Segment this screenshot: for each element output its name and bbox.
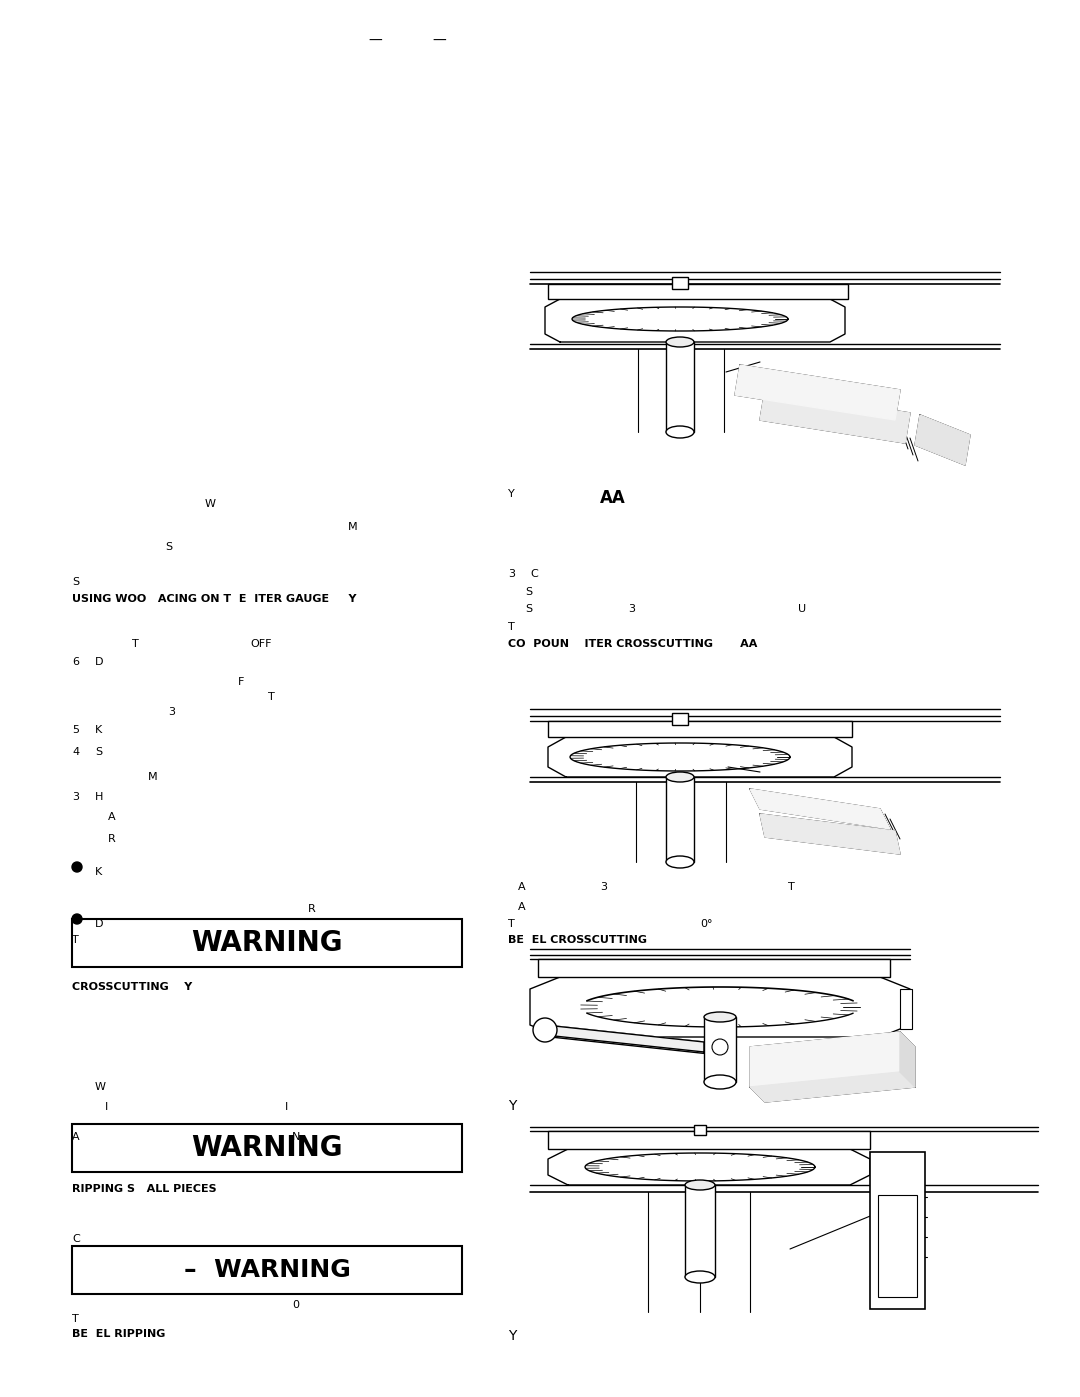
Text: —: — [368, 34, 381, 47]
Text: K: K [95, 868, 103, 877]
Text: C: C [530, 569, 538, 578]
Text: WARNING: WARNING [191, 1134, 342, 1162]
Text: T: T [508, 919, 515, 929]
Text: R: R [308, 904, 315, 914]
Text: T: T [788, 882, 795, 893]
Polygon shape [760, 390, 910, 443]
Circle shape [72, 862, 82, 872]
Text: BE  EL CROSSCUTTING: BE EL CROSSCUTTING [508, 935, 647, 944]
Text: K: K [95, 725, 103, 735]
Text: 4: 4 [72, 747, 79, 757]
Text: CO  POUN    ITER CROSSCUTTING       AA: CO POUN ITER CROSSCUTTING AA [508, 638, 757, 650]
Text: C: C [72, 1234, 80, 1243]
Text: Y: Y [508, 1329, 516, 1343]
Bar [72, 919, 462, 967]
Ellipse shape [685, 1180, 715, 1190]
Text: S: S [165, 542, 172, 552]
Bar [72, 1246, 462, 1294]
Text: S: S [95, 747, 103, 757]
Text: Y: Y [508, 1099, 516, 1113]
Bar [538, 958, 890, 977]
Text: H: H [95, 792, 104, 802]
Bar [72, 1125, 462, 1172]
Text: WARNING: WARNING [191, 929, 342, 957]
Bar [900, 989, 912, 1030]
Ellipse shape [666, 856, 694, 868]
Circle shape [72, 914, 82, 923]
Text: I: I [105, 1102, 108, 1112]
Polygon shape [545, 1025, 704, 1052]
Text: M: M [348, 522, 357, 532]
Ellipse shape [666, 773, 694, 782]
Text: 6: 6 [72, 657, 79, 666]
Polygon shape [915, 415, 970, 465]
Text: BE  EL RIPPING: BE EL RIPPING [72, 1329, 165, 1338]
Text: R: R [108, 834, 116, 844]
Bar [878, 1194, 917, 1296]
Text: T: T [508, 622, 515, 631]
Text: N: N [292, 1132, 300, 1141]
Text: 0°: 0° [700, 919, 713, 929]
Polygon shape [760, 814, 900, 854]
Circle shape [712, 1039, 728, 1055]
Bar [548, 1132, 870, 1148]
Text: 5: 5 [72, 725, 79, 735]
Text: T: T [72, 935, 79, 944]
Text: A: A [108, 812, 116, 821]
Text: 0: 0 [292, 1301, 299, 1310]
Text: M: M [148, 773, 158, 782]
Text: I: I [285, 1102, 288, 1112]
Text: T: T [268, 692, 274, 703]
Text: 3: 3 [600, 882, 607, 893]
Text: S: S [72, 577, 79, 587]
Bar [672, 712, 688, 725]
Bar [704, 1017, 735, 1083]
Bar [548, 284, 848, 299]
Text: T: T [72, 1315, 79, 1324]
Text: T: T [132, 638, 138, 650]
Text: AA: AA [600, 489, 625, 507]
Bar [672, 277, 688, 289]
Circle shape [534, 1018, 557, 1042]
Text: W: W [95, 1083, 106, 1092]
Text: D: D [95, 657, 104, 666]
Text: F: F [238, 678, 244, 687]
Ellipse shape [704, 1011, 735, 1023]
Text: USING WOO   ACING ON T  E  ITER GAUGE     Y: USING WOO ACING ON T E ITER GAUGE Y [72, 594, 356, 604]
Text: —: — [432, 34, 446, 47]
Bar [694, 1125, 706, 1134]
Text: S: S [525, 604, 532, 615]
Text: U: U [798, 604, 806, 615]
Ellipse shape [666, 337, 694, 346]
Bar [870, 1153, 924, 1309]
Text: –  WARNING: – WARNING [184, 1259, 350, 1282]
Ellipse shape [685, 1271, 715, 1282]
Polygon shape [750, 789, 890, 828]
Text: A: A [518, 882, 526, 893]
Text: A: A [72, 1132, 80, 1141]
Text: RIPPING S   ALL PIECES: RIPPING S ALL PIECES [72, 1185, 217, 1194]
Text: W: W [205, 499, 216, 509]
Text: S: S [525, 587, 532, 597]
Text: 3: 3 [72, 792, 79, 802]
Polygon shape [750, 1032, 900, 1087]
Bar [666, 777, 694, 862]
Text: A: A [518, 902, 526, 912]
Bar [548, 721, 852, 738]
Text: Y: Y [508, 489, 515, 499]
Bar [666, 342, 694, 432]
Ellipse shape [704, 1076, 735, 1090]
Text: 3: 3 [508, 569, 515, 578]
Text: CROSSCUTTING    Y: CROSSCUTTING Y [72, 982, 192, 992]
Ellipse shape [666, 426, 694, 439]
Text: 3: 3 [627, 604, 635, 615]
Text: 3: 3 [168, 707, 175, 717]
Text: D: D [95, 919, 104, 929]
Polygon shape [750, 1071, 915, 1102]
Text: OFF: OFF [249, 638, 271, 650]
Polygon shape [735, 365, 900, 420]
Bar [685, 1185, 715, 1277]
Polygon shape [900, 1032, 915, 1087]
